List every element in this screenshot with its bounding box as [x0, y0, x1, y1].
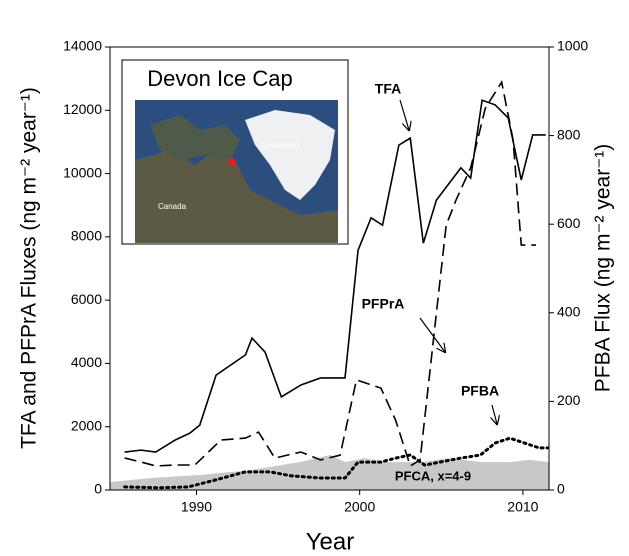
y-tick-label: 14000: [63, 38, 102, 54]
annotation: TFA: [375, 81, 401, 97]
y2-tick-label: 600: [557, 215, 581, 231]
y-tick-label: 2000: [71, 417, 102, 433]
annotation-arrow: [492, 404, 497, 424]
annotation: PFCA, x=4-9: [395, 468, 471, 483]
y-axis-title: TFA and PFPrA Fluxes (ng m⁻² year⁻¹): [18, 87, 41, 449]
plot-area: 0 2000 4000 6000 8000 10000 12000 14000 0 200 400 6…: [63, 38, 588, 515]
map-site: [228, 158, 236, 166]
y-tick-label: 8000: [71, 228, 102, 244]
map-label: Canada: [158, 202, 187, 211]
line: [124, 79, 536, 468]
annotation: PFPrA: [362, 296, 405, 312]
map-land: [135, 150, 338, 243]
annotation: PFBA: [461, 383, 499, 399]
y-tick-label: 12000: [63, 101, 102, 117]
y2-tick-label: 200: [557, 392, 581, 408]
plot-frame: [109, 46, 550, 491]
map-label: Greenland: [262, 141, 299, 150]
y2-tick-label: 0: [557, 481, 565, 497]
x-tick-label: 2010: [507, 499, 538, 515]
map-greenland: [245, 110, 335, 200]
y-tick-label: 10000: [63, 164, 102, 180]
annotation-arrow: [419, 317, 445, 352]
inset-title: Devon Ice Cap: [147, 66, 293, 91]
y2-axis-title: PFBA Flux (ng m⁻² year⁻¹): [592, 144, 615, 393]
inset-map: Devon Ice Cap Greenland Canada: [121, 59, 349, 245]
x-axis-title: Year: [306, 528, 355, 555]
y-tick-label: 0: [94, 481, 102, 497]
y2-tick-label: 1000: [557, 38, 588, 54]
area: [110, 455, 549, 490]
x-tick-label: 2000: [344, 499, 375, 515]
line: [124, 99, 546, 453]
y2-tick-label: 800: [557, 126, 581, 142]
annotation-arrow: [399, 99, 409, 130]
line: [123, 436, 549, 490]
y-tick-label: 6000: [71, 291, 102, 307]
y2-tick-label: 400: [557, 304, 581, 320]
map-islands: [150, 115, 240, 160]
y-tick-label: 4000: [71, 354, 102, 370]
x-tick-label: 1990: [181, 499, 212, 515]
